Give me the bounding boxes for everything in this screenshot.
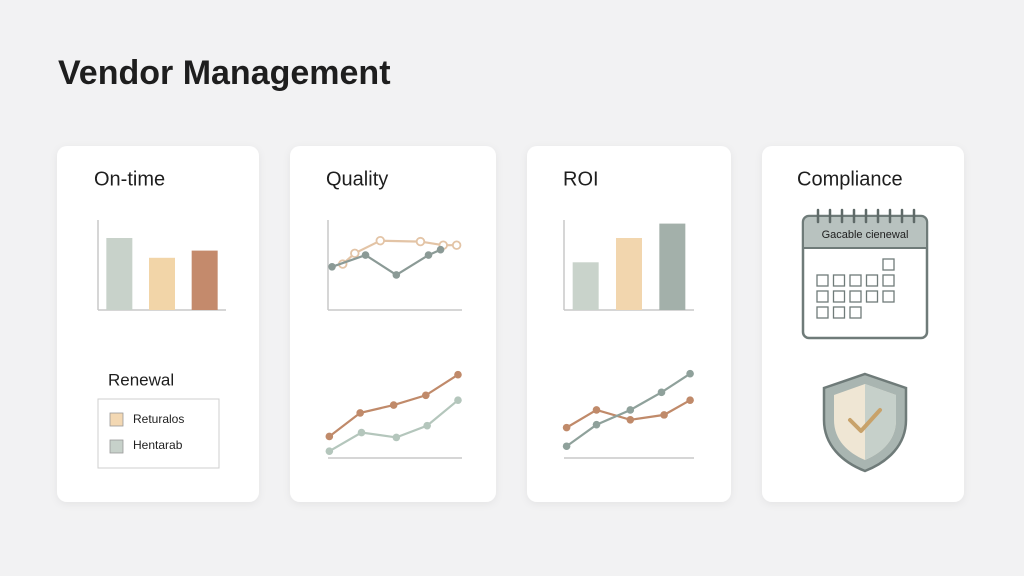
calendar-cell (882, 290, 895, 303)
point (392, 271, 401, 279)
calendar-cell (849, 274, 862, 287)
bar (659, 223, 686, 310)
legend-label: Returalos (133, 412, 184, 426)
card-title: ROI (563, 168, 599, 190)
point (626, 415, 635, 424)
legend-swatch (109, 439, 124, 454)
calendar-cell (832, 306, 846, 319)
card-title: Compliance (797, 168, 903, 190)
calendar-cell (816, 306, 829, 319)
card (527, 146, 731, 502)
calendar-cell (816, 274, 829, 287)
point (686, 396, 694, 404)
calendar-cell (849, 290, 862, 303)
page-title: Vendor Management (58, 54, 391, 92)
point (357, 428, 366, 437)
point (451, 240, 462, 250)
point (592, 406, 601, 414)
point (392, 433, 401, 442)
bar (572, 262, 599, 310)
card-title: On-time (94, 168, 165, 190)
point (423, 421, 431, 430)
point (562, 423, 571, 432)
point (361, 251, 370, 259)
calendar-title: Gacable cienewal (822, 229, 909, 241)
point (356, 409, 364, 417)
calendar-cell (849, 306, 862, 319)
calendar-cell (865, 290, 879, 303)
point (389, 401, 398, 409)
bar (149, 257, 175, 310)
point (660, 411, 668, 419)
point (562, 442, 571, 451)
point (325, 447, 334, 455)
point (328, 263, 336, 271)
card-title: Quality (326, 168, 388, 190)
card (57, 146, 259, 502)
calendar-cell (832, 274, 846, 287)
legend-label: Hentarab (133, 438, 183, 452)
bar (106, 238, 133, 310)
point (436, 245, 445, 254)
point (454, 396, 462, 404)
legend-box (97, 398, 220, 469)
calendar-cell (816, 290, 829, 303)
calendar-cell (832, 290, 846, 303)
point (626, 406, 635, 414)
point (325, 432, 334, 441)
point (350, 248, 360, 258)
calendar-cell (865, 274, 879, 287)
point (415, 236, 426, 247)
point (375, 235, 385, 246)
bar (616, 238, 642, 310)
point (686, 369, 694, 378)
calendar-cell (882, 274, 895, 287)
point (454, 370, 462, 379)
card (290, 146, 496, 502)
legend-swatch (109, 412, 124, 427)
calendar-icon (801, 208, 929, 340)
point (657, 388, 666, 397)
bar (191, 250, 218, 310)
point (424, 251, 433, 259)
point (422, 391, 430, 400)
legend-title: Renewal (108, 370, 174, 389)
calendar-cell (882, 258, 895, 271)
shield-icon (822, 372, 908, 473)
point (592, 420, 601, 429)
